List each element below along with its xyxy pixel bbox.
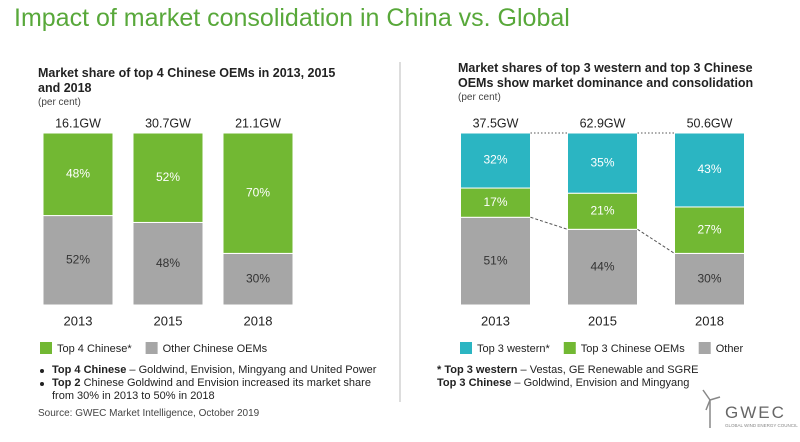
data-label: 48%: [66, 166, 90, 180]
bar-segment: [674, 206, 745, 254]
legend-swatch: [563, 342, 576, 354]
chart-subtitle: (per cent): [38, 97, 81, 108]
data-label: 30%: [246, 271, 270, 285]
total-label: 62.9GW: [580, 116, 626, 130]
data-label: 27%: [697, 222, 721, 236]
note-text: – Goldwind, Envision, Mingyang and Unite…: [126, 364, 377, 376]
data-label: 70%: [246, 185, 270, 199]
bar-segment: [674, 132, 745, 208]
data-label: 52%: [156, 170, 180, 184]
note: Top 2 Chinese Goldwind and Envision incr…: [40, 377, 380, 403]
bar-segment: [42, 132, 114, 217]
x-tick-label: 2015: [154, 313, 183, 328]
note-text: – Goldwind, Envision and Mingyang: [511, 377, 690, 389]
total-label: 50.6GW: [687, 116, 733, 130]
bar-segment: [567, 228, 638, 306]
note-text: Chinese Goldwind and Envision increased …: [52, 377, 371, 402]
note-bold: Top 3 Chinese: [437, 377, 512, 389]
total-label: 21.1GW: [235, 116, 281, 130]
bullet: [40, 369, 44, 373]
note-bold: Top 4 Chinese: [52, 364, 127, 376]
bar-segment: [460, 187, 531, 218]
note: Top 4 Chinese – Goldwind, Envision, Ming…: [40, 364, 380, 377]
data-label: 21%: [590, 203, 614, 217]
data-label: 48%: [156, 256, 180, 270]
data-label: 44%: [590, 259, 614, 273]
data-label: 35%: [590, 155, 614, 169]
source: Source: GWEC Market Intelligence, Octobe…: [38, 408, 260, 419]
bar-segment: [460, 216, 531, 306]
legend-swatch: [698, 342, 711, 354]
logo-icon: [702, 389, 721, 428]
note-bold: * Top 3 western: [437, 364, 518, 376]
data-label: 32%: [483, 153, 507, 167]
legend-swatch: [40, 342, 52, 354]
bar-segment: [460, 132, 531, 189]
bullet: [40, 382, 44, 386]
notes: Top 4 Chinese – Goldwind, Envision, Ming…: [40, 364, 380, 403]
x-tick-label: 2018: [244, 313, 273, 328]
bar-segment: [132, 221, 204, 306]
legend-swatch: [460, 342, 472, 354]
bar-segment: [222, 252, 294, 306]
note: * Top 3 western – Vestas, GE Renewable a…: [425, 364, 765, 377]
note-text: – Vestas, GE Renewable and SGRE: [517, 364, 699, 376]
note-bold: Top 2: [52, 377, 81, 389]
legend-label: Other Chinese OEMs: [163, 343, 268, 355]
chart-title: Market shares of top 3 western and top 3…: [458, 61, 754, 90]
logo-name: GWEC: [725, 403, 786, 422]
notes: * Top 3 western – Vestas, GE Renewable a…: [425, 364, 765, 390]
connector: [637, 228, 675, 254]
data-label: 43%: [697, 162, 721, 176]
legend-swatch: [145, 342, 158, 354]
connector: [530, 216, 568, 230]
data-label: 52%: [66, 252, 90, 266]
bar-segment: [222, 132, 294, 254]
bar-segment: [567, 132, 638, 194]
chart-subtitle: (per cent): [458, 92, 501, 103]
bar-segment: [132, 132, 204, 223]
total-label: 37.5GW: [473, 116, 519, 130]
main-title: Impact of market consolidation in China …: [14, 4, 570, 32]
total-label: 30.7GW: [145, 116, 191, 130]
note: Top 3 Chinese – Goldwind, Envision and M…: [425, 377, 765, 390]
logo-tagline: GLOBAL WIND ENERGY COUNCIL: [725, 423, 798, 428]
data-label: 30%: [697, 271, 721, 285]
legend-label: Top 3 Chinese OEMs: [581, 343, 685, 355]
legend-label: Top 3 western*: [477, 343, 550, 355]
x-tick-label: 2018: [695, 313, 724, 328]
total-label: 16.1GW: [55, 116, 101, 130]
x-tick-label: 2013: [64, 313, 93, 328]
data-label: 51%: [483, 253, 507, 267]
legend-label: Top 4 Chinese*: [57, 343, 132, 355]
chart-title: Market share of top 4 Chinese OEMs in 20…: [38, 66, 336, 95]
bar-segment: [674, 252, 745, 306]
bar-segment: [42, 215, 114, 306]
data-label: 17%: [483, 195, 507, 209]
legend-label: Other: [716, 343, 744, 355]
x-tick-label: 2015: [588, 313, 617, 328]
x-tick-label: 2013: [481, 313, 510, 328]
